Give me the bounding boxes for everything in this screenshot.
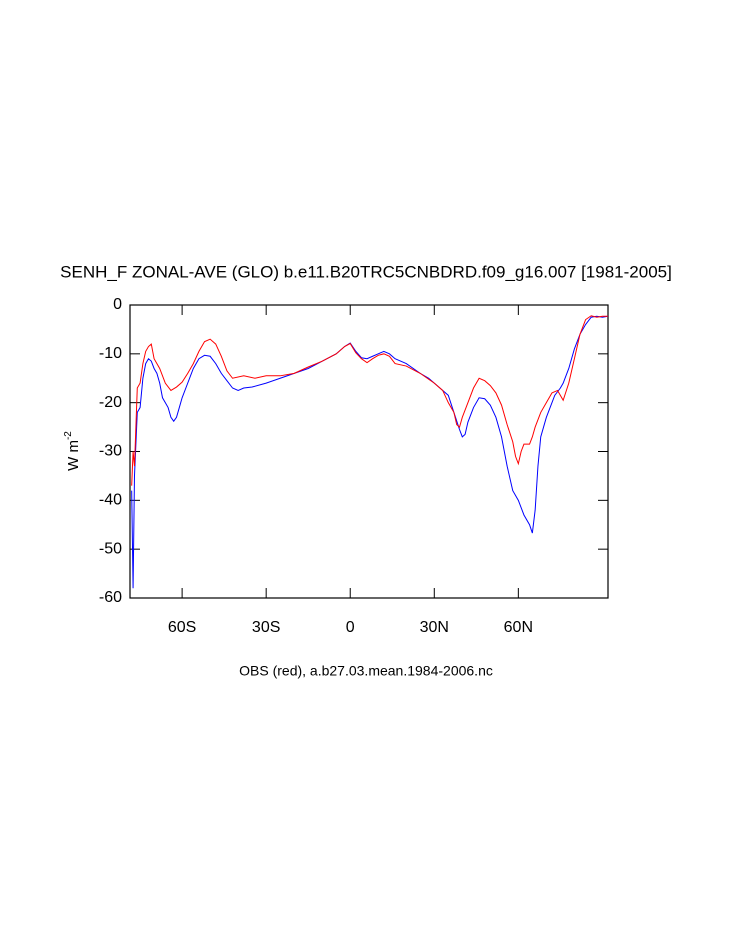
x-tick-label: 60S [168,619,196,636]
y-tick-label: -10 [99,345,122,362]
data-line [131,315,609,589]
y-tick-label: -30 [99,443,122,460]
y-label-superscript: -2 [63,431,74,440]
plot-frame [129,304,609,599]
y-tick-label: -40 [99,492,122,509]
y-label-text: W m [65,440,82,471]
y-tick-label: -60 [99,589,122,606]
y-tick-label: -20 [99,394,122,411]
y-axis-label: W m-2 [63,431,82,471]
x-tick-label: 0 [346,619,355,636]
chart-subtitle: OBS (red), a.b27.03.mean.1984-2006.nc [239,663,493,679]
x-tick-label: 30N [420,619,449,636]
y-tick-label: 0 [113,296,122,313]
x-tick-label: 60N [504,619,533,636]
y-tick-label: -50 [99,540,122,557]
data-line [131,315,608,486]
x-tick-label: 30S [252,619,280,636]
chart-title: SENH_F ZONAL-AVE (GLO) b.e11.B20TRC5CNBD… [60,262,672,281]
